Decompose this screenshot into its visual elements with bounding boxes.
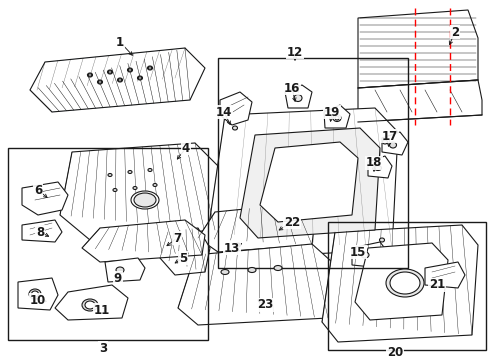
- Ellipse shape: [107, 70, 112, 74]
- Ellipse shape: [332, 114, 340, 122]
- Text: 2: 2: [450, 26, 458, 39]
- Polygon shape: [18, 278, 58, 310]
- Ellipse shape: [247, 267, 256, 273]
- Ellipse shape: [134, 193, 156, 207]
- Text: 19: 19: [323, 105, 340, 118]
- Text: 8: 8: [36, 225, 44, 238]
- Polygon shape: [260, 142, 357, 222]
- Text: 3: 3: [99, 342, 107, 355]
- Ellipse shape: [108, 174, 112, 176]
- Ellipse shape: [235, 243, 240, 247]
- Polygon shape: [367, 156, 391, 178]
- Polygon shape: [220, 92, 251, 125]
- Polygon shape: [198, 204, 314, 252]
- Polygon shape: [207, 108, 397, 258]
- Ellipse shape: [389, 272, 419, 294]
- Bar: [8, 148, 207, 340]
- Ellipse shape: [116, 267, 124, 273]
- Polygon shape: [324, 105, 349, 128]
- Ellipse shape: [98, 81, 102, 83]
- Text: 18: 18: [365, 157, 382, 170]
- Ellipse shape: [108, 71, 111, 73]
- Text: 23: 23: [256, 298, 273, 311]
- Ellipse shape: [379, 238, 384, 242]
- Polygon shape: [60, 143, 220, 240]
- Text: 7: 7: [173, 231, 181, 244]
- Polygon shape: [30, 48, 204, 112]
- Text: 22: 22: [284, 216, 300, 229]
- Text: 17: 17: [381, 130, 397, 143]
- Polygon shape: [240, 128, 379, 238]
- Polygon shape: [321, 225, 477, 342]
- Text: 11: 11: [94, 303, 110, 316]
- Ellipse shape: [374, 166, 381, 171]
- Ellipse shape: [273, 266, 282, 270]
- Ellipse shape: [153, 184, 157, 186]
- Text: 4: 4: [182, 141, 190, 154]
- Polygon shape: [285, 85, 311, 108]
- Ellipse shape: [97, 80, 102, 84]
- Ellipse shape: [87, 73, 92, 77]
- Ellipse shape: [148, 67, 151, 69]
- Text: 1: 1: [116, 36, 124, 49]
- Text: 20: 20: [386, 346, 402, 359]
- Polygon shape: [55, 285, 128, 320]
- Ellipse shape: [128, 171, 132, 174]
- Ellipse shape: [293, 94, 302, 102]
- Ellipse shape: [128, 69, 131, 71]
- Text: 21: 21: [428, 279, 444, 292]
- Polygon shape: [178, 244, 331, 325]
- Ellipse shape: [85, 301, 95, 309]
- Polygon shape: [30, 48, 204, 112]
- Ellipse shape: [360, 252, 368, 258]
- Polygon shape: [424, 262, 464, 288]
- Ellipse shape: [131, 191, 159, 209]
- Text: 13: 13: [224, 242, 240, 255]
- Text: 5: 5: [179, 252, 187, 265]
- Ellipse shape: [138, 77, 141, 79]
- Text: 12: 12: [286, 45, 303, 58]
- Ellipse shape: [382, 140, 386, 144]
- Polygon shape: [105, 258, 145, 282]
- Polygon shape: [357, 80, 481, 122]
- Polygon shape: [354, 243, 447, 320]
- Ellipse shape: [113, 189, 117, 192]
- Ellipse shape: [221, 270, 228, 274]
- Ellipse shape: [31, 291, 39, 297]
- Polygon shape: [22, 220, 62, 242]
- Text: 14: 14: [215, 105, 232, 118]
- Ellipse shape: [148, 168, 152, 171]
- Polygon shape: [82, 220, 204, 262]
- Ellipse shape: [137, 76, 142, 80]
- Ellipse shape: [29, 289, 41, 299]
- Ellipse shape: [147, 66, 152, 70]
- Ellipse shape: [133, 186, 137, 189]
- Ellipse shape: [334, 116, 338, 120]
- Ellipse shape: [82, 299, 98, 311]
- Ellipse shape: [385, 269, 423, 297]
- Text: 9: 9: [114, 271, 122, 284]
- Polygon shape: [351, 242, 389, 268]
- Text: 16: 16: [283, 81, 300, 94]
- Text: 10: 10: [30, 293, 46, 306]
- Polygon shape: [381, 132, 407, 155]
- Bar: [327, 222, 485, 350]
- Polygon shape: [22, 182, 68, 215]
- Text: 6: 6: [34, 184, 42, 197]
- Ellipse shape: [88, 74, 91, 76]
- Ellipse shape: [117, 78, 122, 82]
- Ellipse shape: [118, 79, 121, 81]
- Ellipse shape: [127, 68, 132, 72]
- Ellipse shape: [389, 142, 396, 148]
- Bar: [218, 58, 407, 268]
- Ellipse shape: [232, 126, 237, 130]
- Text: 15: 15: [349, 246, 366, 258]
- Polygon shape: [160, 228, 209, 275]
- Polygon shape: [357, 10, 477, 88]
